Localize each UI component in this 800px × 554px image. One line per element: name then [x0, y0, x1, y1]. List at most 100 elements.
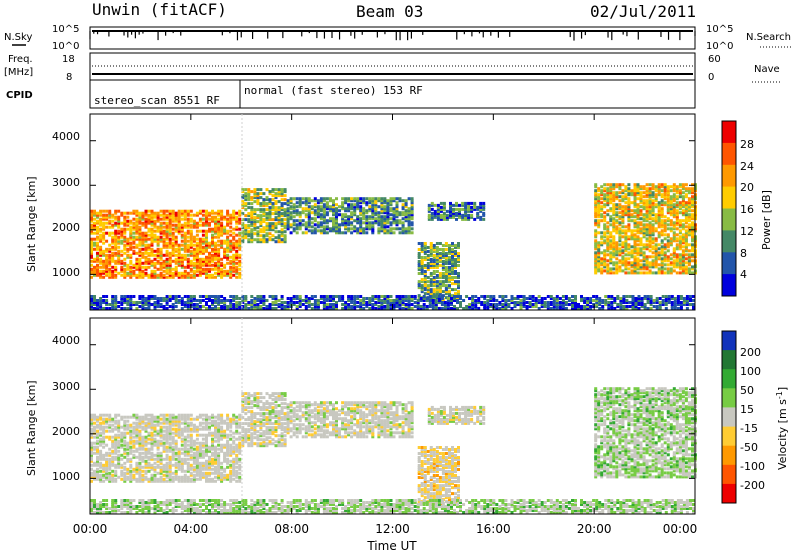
power-echo-cell: [262, 297, 266, 300]
power-echo-cell: [135, 257, 139, 261]
power-echo-cell: [265, 188, 269, 192]
power-echo-cell: [624, 207, 628, 211]
power-echo-cell: [420, 258, 424, 261]
power-echo-cell: [486, 307, 490, 310]
power-echo-cell: [480, 295, 484, 298]
power-echo-cell: [177, 275, 181, 279]
power-echo-cell: [658, 305, 662, 308]
power-echo-cell: [371, 225, 375, 229]
power-echo-cell: [691, 227, 694, 231]
power-echo-cell: [123, 215, 127, 219]
power-echo-cell: [618, 251, 622, 255]
velocity-echo-cell: [99, 437, 103, 441]
power-echo-cell: [335, 229, 338, 233]
power-echo-cell: [401, 299, 405, 302]
power-echo-cell: [380, 201, 384, 205]
power-colorbar: 28 24 20 16 12 8 4 Power [dB]: [721, 120, 773, 297]
power-echo-cell: [482, 207, 486, 211]
power-echo-cell: [111, 239, 115, 243]
power-echo-cell: [633, 261, 637, 265]
power-echo-cell: [365, 219, 369, 223]
power-echo-cell: [304, 203, 308, 207]
power-echo-cell: [470, 205, 474, 209]
power-echo-cell: [434, 301, 438, 304]
power-echo-cell: [316, 201, 320, 205]
power-echo-cell: [374, 303, 378, 306]
velocity-echo-cell: [96, 435, 99, 439]
power-echo-cell: [341, 307, 345, 310]
power-echo-cell: [271, 222, 275, 226]
power-echo-cell: [211, 301, 214, 304]
power-echo-cell: [235, 257, 239, 261]
power-echo-cell: [404, 229, 408, 233]
power-echo-cell: [332, 213, 335, 217]
power-echo-cell: [135, 229, 139, 233]
power-echo-cell: [232, 303, 236, 306]
power-echo-cell: [256, 216, 260, 220]
power-echo-cell: [229, 219, 233, 223]
velocity-echo-cell: [114, 463, 118, 467]
power-echo-cell: [208, 221, 211, 225]
power-echo-cell: [229, 221, 233, 225]
power-echo-cell: [205, 219, 208, 223]
power-echo-cell: [639, 211, 643, 215]
power-echo-cell: [232, 211, 236, 215]
power-echo-cell: [426, 266, 430, 269]
power-echo-cell: [96, 307, 99, 310]
power-echo-cell: [643, 307, 647, 310]
power-echo-cell: [645, 211, 649, 215]
velocity-echo-cell: [93, 473, 96, 477]
power-echo-cell: [574, 297, 577, 300]
power-echo-cell: [624, 225, 628, 229]
power-echo-cell: [229, 259, 233, 263]
power-echo-cell: [117, 223, 121, 227]
power-echo-cell: [440, 303, 444, 306]
power-echo-cell: [198, 273, 202, 277]
power-echo-cell: [150, 247, 154, 251]
power-echo-cell: [621, 195, 625, 199]
power-echo-cell: [495, 299, 499, 302]
power-echo-cell: [595, 299, 599, 302]
velocity-echo-cell: [126, 443, 130, 447]
power-echo-cell: [435, 254, 439, 257]
power-echo-cell: [356, 219, 360, 223]
power-echo-cell: [265, 226, 269, 230]
power-echo-cell: [438, 274, 442, 277]
power-echo-cell: [606, 265, 610, 269]
power-echo-cell: [171, 295, 175, 298]
power-echo-cell: [395, 201, 399, 205]
power-echo-cell: [621, 197, 625, 201]
power-echo-cell: [410, 297, 414, 300]
power-echo-cell: [401, 297, 405, 300]
power-echo-cell: [368, 303, 372, 306]
power-echo-cell: [171, 247, 175, 251]
power-echo-cell: [672, 205, 676, 209]
power-echo-cell: [615, 195, 619, 199]
power-echo-cell: [451, 248, 454, 251]
power-echo-cell: [386, 305, 390, 308]
power-echo-cell: [90, 251, 93, 255]
power-echo-cell: [691, 229, 694, 233]
power-echo-cell: [636, 225, 640, 229]
power-echo-cell: [621, 261, 625, 265]
power-echo-cell: [464, 217, 468, 221]
power-echo-cell: [687, 201, 691, 205]
velocity-echo-cell: [111, 475, 115, 479]
power-echo-cell: [217, 233, 221, 237]
power-echo-cell: [429, 288, 433, 292]
power-echo-cell: [429, 292, 433, 296]
power-echo-cell: [247, 238, 251, 242]
velocity-echo-cell: [111, 461, 115, 465]
power-echo-cell: [452, 203, 455, 207]
power-echo-cell: [223, 217, 227, 221]
power-echo-cell: [492, 297, 496, 300]
velocity-echo-cell: [90, 433, 93, 437]
power-echo-cell: [335, 223, 338, 227]
power-echo-cell: [165, 259, 169, 263]
power-echo-cell: [135, 231, 139, 235]
power-echo-cell: [286, 305, 290, 308]
power-echo-cell: [498, 301, 502, 304]
power-echo-cell: [217, 227, 221, 231]
power-echo-cell: [371, 203, 375, 207]
power-echo-cell: [627, 243, 631, 247]
